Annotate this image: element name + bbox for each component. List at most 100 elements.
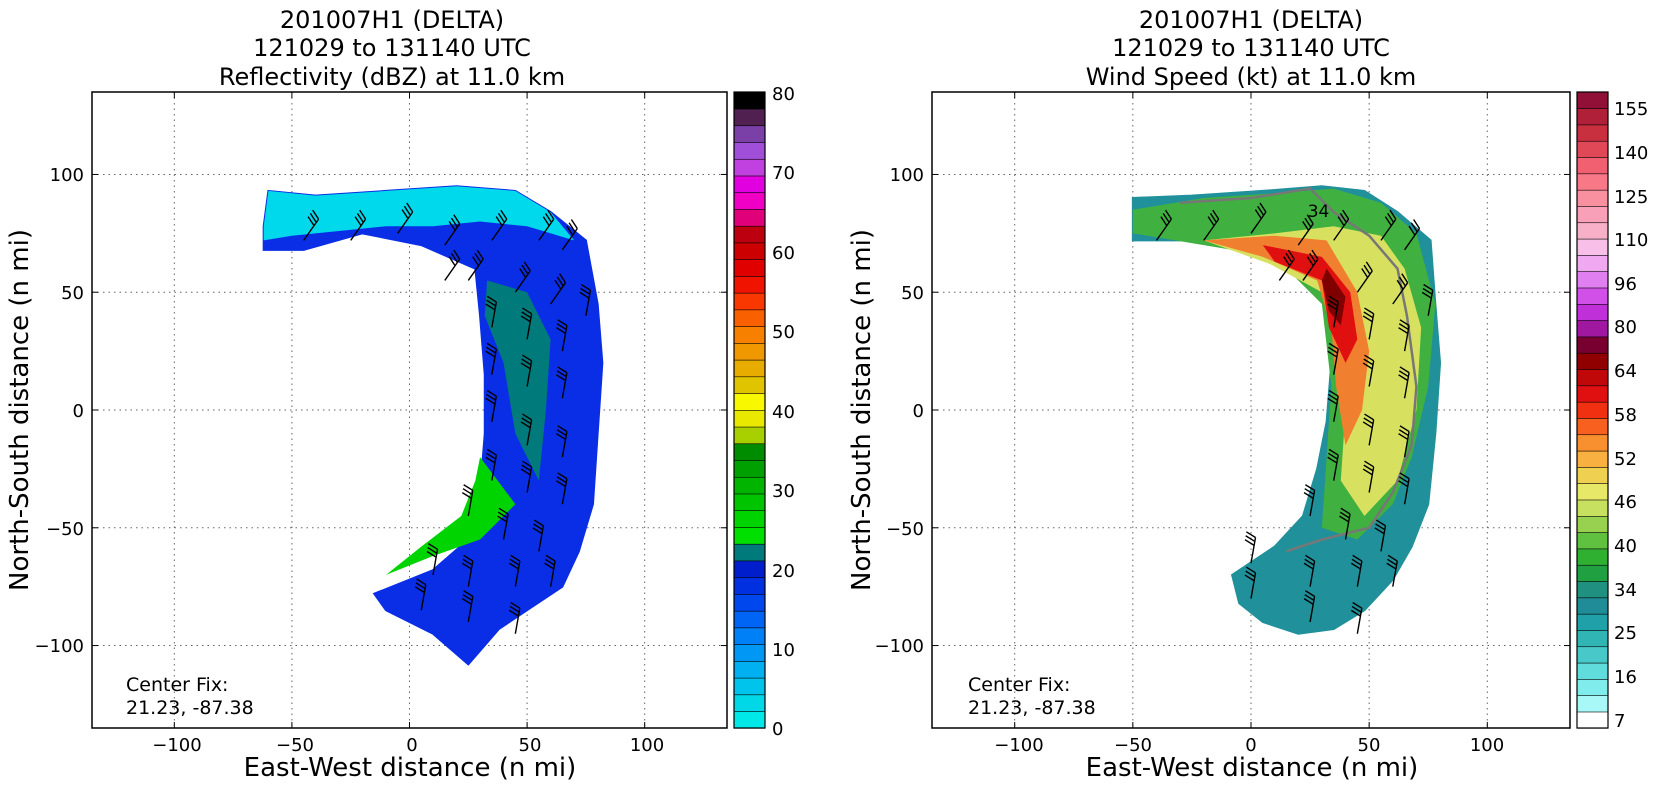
panel1-colorbar-bin — [733, 275, 766, 294]
barb-feather — [1389, 209, 1397, 220]
panel1-wind-barb — [467, 249, 484, 281]
barb-feather — [1352, 601, 1363, 609]
barb-feather — [427, 546, 438, 554]
panel1-wind-barb — [485, 448, 498, 481]
panel2-colorbar-bin — [1576, 91, 1609, 109]
barb-feather — [556, 429, 567, 437]
panel2-wind-barb — [1327, 389, 1339, 422]
panel1-wind-barb — [397, 202, 414, 234]
barb-feather — [463, 590, 474, 597]
barb-feather — [520, 362, 531, 370]
panel2-colorbar-bin — [1576, 450, 1609, 468]
panel2-wind-barb — [1380, 209, 1397, 241]
panel2-colorbar — [1576, 91, 1609, 729]
barb-staff — [1356, 560, 1363, 587]
barb-feather — [1363, 417, 1374, 425]
barb-feather — [1350, 609, 1361, 617]
barb-staff — [561, 228, 578, 251]
barb-feather — [1387, 554, 1398, 562]
panel1-wind-barb — [508, 554, 521, 587]
panel2-colorbar-bin — [1576, 695, 1609, 713]
barb-feather — [580, 287, 591, 295]
panel2-colorbar-bin — [1576, 434, 1609, 452]
panel1-wind-barb — [520, 460, 533, 493]
panel1-colorbar-bin — [733, 526, 766, 545]
barb-feather — [556, 323, 567, 331]
barb-staff — [585, 290, 592, 316]
barb-feather — [523, 261, 531, 272]
barb-feather — [1423, 283, 1434, 291]
barb-feather — [486, 448, 497, 456]
panel2-wind-barb — [1374, 519, 1387, 552]
barb-feather — [1328, 448, 1339, 456]
barb-staff — [1368, 313, 1375, 340]
barb-feather — [520, 315, 531, 323]
barb-feather — [1207, 216, 1215, 227]
barb-staff — [1250, 537, 1257, 564]
panel2-colorbar-bin — [1576, 662, 1609, 680]
barb-feather — [426, 550, 437, 558]
barb-feather — [1303, 492, 1314, 499]
barb-feather — [453, 214, 461, 225]
barb-feather — [463, 484, 474, 491]
barb-feather — [1328, 299, 1338, 307]
panel1-wind-barb — [303, 209, 320, 241]
barb-feather — [1302, 220, 1310, 231]
panel1-wind-barb — [461, 590, 474, 623]
barb-feather — [557, 319, 568, 327]
barb-staff — [1309, 596, 1316, 623]
barb-feather — [509, 605, 520, 613]
panel2-wind-barb — [1203, 209, 1220, 241]
barb-feather — [522, 354, 532, 362]
barb-feather — [1398, 476, 1409, 484]
barb-staff — [1380, 218, 1397, 241]
barb-feather — [1245, 535, 1256, 543]
barb-staff — [1380, 525, 1387, 552]
panel2-colorbar-bin — [1576, 466, 1609, 484]
barb-feather — [1374, 527, 1385, 535]
barb-staff — [303, 218, 320, 241]
panel2-ytick: 0 — [913, 401, 924, 422]
barb-feather — [1328, 346, 1338, 354]
barb-feather — [486, 346, 497, 354]
barb-feather — [1244, 539, 1255, 546]
barb-feather — [521, 464, 532, 472]
panel2-wind-barb — [1333, 209, 1350, 241]
barb-staff — [1250, 572, 1257, 599]
panel2-colorbar-bin — [1576, 385, 1609, 403]
panel2-wind-barb — [1327, 342, 1339, 375]
panel1-wind-barb — [491, 209, 508, 241]
barb-staff — [1309, 560, 1316, 587]
barb-feather — [1160, 216, 1168, 227]
barb-feather — [448, 256, 456, 267]
barb-feather — [1305, 484, 1315, 491]
panel2-cb-tick: 40 — [1614, 536, 1637, 557]
panel1-colorbar-bin — [733, 543, 766, 562]
panel2-cb-tick: 80 — [1614, 317, 1637, 338]
panel2-cb-tick: 125 — [1614, 187, 1648, 208]
panel1-colorbar-bin — [733, 627, 766, 645]
panel2-cb-tick: 140 — [1614, 143, 1648, 164]
panel2-cb-tick: 34 — [1614, 580, 1637, 601]
barb-feather — [557, 366, 568, 374]
barb-staff — [561, 478, 568, 505]
panel2-contour-label: 34 — [1308, 202, 1330, 222]
panel2-cb-tick: 110 — [1614, 230, 1648, 251]
barb-staff — [538, 525, 545, 552]
barb-feather — [1245, 531, 1256, 539]
barb-feather — [1364, 460, 1375, 468]
barb-feather — [1303, 562, 1314, 570]
barb-feather — [1327, 397, 1338, 405]
barb-feather — [555, 374, 566, 382]
barb-feather — [495, 216, 503, 227]
panel2-colorbar-bin — [1576, 548, 1609, 566]
barb-feather — [1363, 358, 1374, 366]
panel1-colorbar-bin — [733, 292, 766, 311]
barb-feather — [520, 468, 531, 476]
barb-staff — [1403, 478, 1410, 505]
barb-staff — [1333, 396, 1339, 422]
panel2-colorbar-bin — [1576, 646, 1609, 664]
panel2-cb-tick: 58 — [1614, 405, 1637, 426]
barb-feather — [356, 212, 364, 223]
barb-feather — [1365, 261, 1373, 272]
